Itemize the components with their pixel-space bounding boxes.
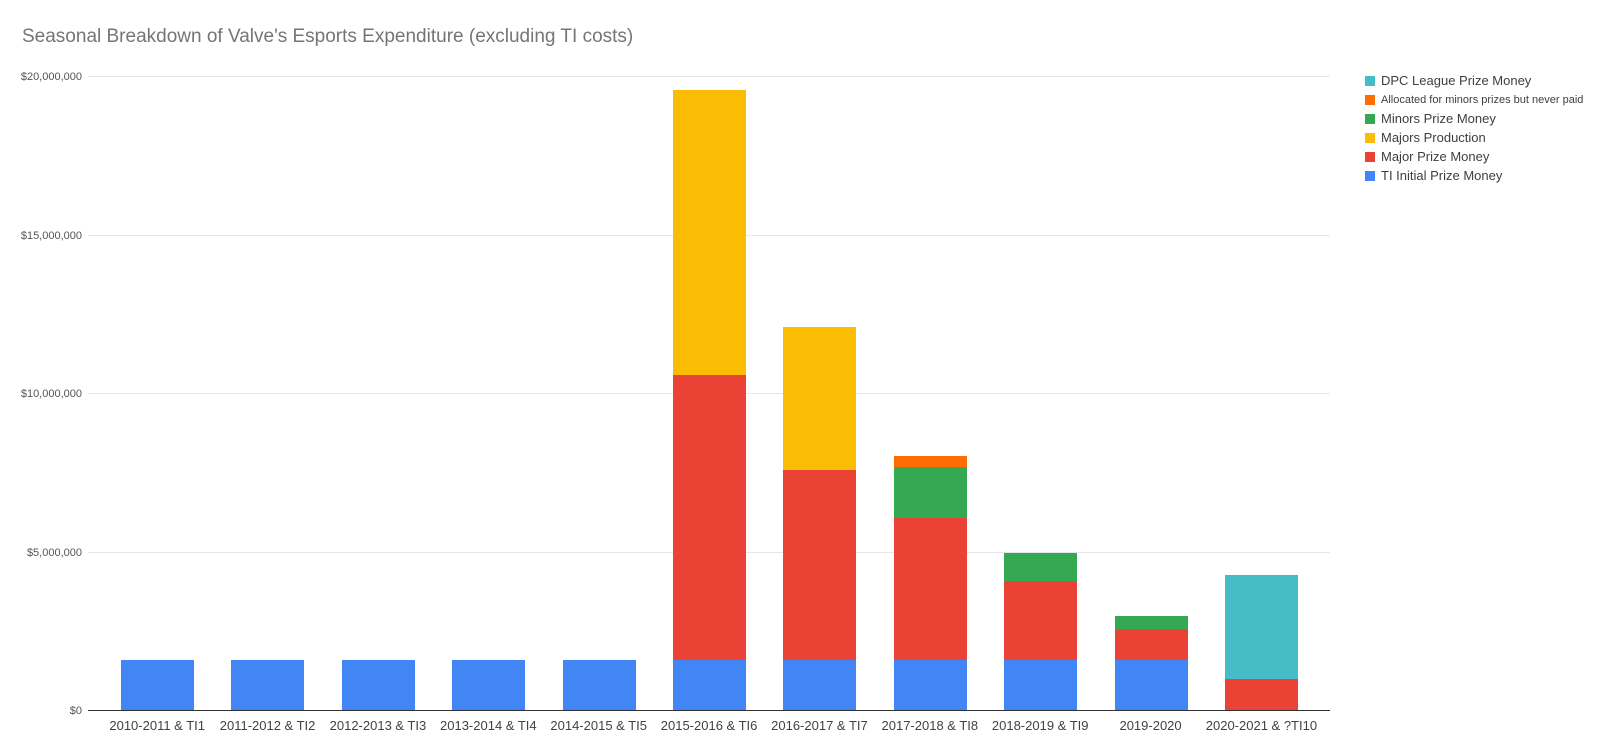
bar-slot: [986, 77, 1096, 711]
x-tick-label: 2010-2011 & TI1: [109, 718, 206, 733]
bar-segment[interactable]: [231, 660, 305, 711]
x-tick-label: 2018-2019 & TI9: [991, 718, 1089, 733]
legend: DPC League Prize Money Allocated for mino…: [1365, 71, 1583, 185]
bar-slot: [102, 77, 212, 711]
bar-slot: [323, 77, 433, 711]
x-axis: 2010-2011 & TI1 2011-2012 & TI2 2012-2013 …: [102, 718, 1317, 733]
x-tick-label: 2011-2012 & TI2: [219, 718, 316, 733]
bar-segment[interactable]: [1225, 679, 1299, 711]
x-tick-label: 2013-2014 & TI4: [440, 718, 537, 733]
bar-segment[interactable]: [672, 660, 746, 711]
bar-segment[interactable]: [893, 466, 967, 518]
bar-slot: [654, 77, 764, 711]
y-tick-label: $5,000,000: [26, 546, 82, 559]
bar-slot: [1096, 77, 1206, 711]
legend-swatch-icon: [1365, 151, 1375, 162]
bar-segment[interactable]: [783, 470, 857, 661]
x-tick-label: 2014-2015 & TI5: [550, 718, 647, 733]
bar-segment[interactable]: [672, 374, 746, 661]
legend-item[interactable]: Allocated for minors prizes but never pa…: [1365, 90, 1583, 109]
bar-segment[interactable]: [893, 517, 967, 661]
bar-slot: [212, 77, 322, 711]
legend-swatch-icon: [1365, 113, 1375, 124]
plot-area: [88, 76, 1330, 711]
bar-segment[interactable]: [893, 660, 967, 711]
bar-segment[interactable]: [562, 660, 636, 711]
x-tick-label: 2020-2021 & ?TI10: [1205, 718, 1318, 733]
bar-segment[interactable]: [1004, 660, 1078, 711]
bar-segment[interactable]: [341, 660, 415, 711]
legend-label: Majors Production: [1381, 130, 1486, 145]
bar-segment[interactable]: [452, 660, 526, 711]
legend-label: Minors Prize Money: [1381, 111, 1496, 126]
y-tick-label: $10,000,000: [20, 388, 82, 400]
bar-slot: [1207, 77, 1317, 711]
bar-slot: [875, 77, 985, 711]
x-tick-label: 2015-2016 & TI6: [660, 718, 758, 733]
bar-segment[interactable]: [1004, 581, 1078, 661]
bars-container: [102, 77, 1317, 711]
legend-label: Major Prize Money: [1381, 149, 1490, 164]
x-tick-label: 2017-2018 & TI8: [881, 718, 979, 733]
bar-segment[interactable]: [1225, 574, 1299, 680]
y-axis: $0 $5,000,000 $10,000,000 $15,000,000 $20,00…: [0, 71, 82, 717]
legend-swatch-icon: [1365, 170, 1375, 181]
legend-swatch-icon: [1365, 94, 1375, 105]
bar-segment[interactable]: [783, 660, 857, 711]
legend-item[interactable]: Major Prize Money: [1365, 147, 1583, 166]
legend-label: DPC League Prize Money: [1381, 73, 1532, 88]
y-tick-label: $0: [69, 705, 82, 717]
x-tick-label: 2012-2013 & TI3: [329, 718, 427, 733]
legend-label: TI Initial Prize Money: [1381, 168, 1503, 183]
bar-segment[interactable]: [783, 327, 857, 471]
legend-item[interactable]: DPC League Prize Money: [1365, 71, 1583, 90]
bar-slot: [544, 77, 654, 711]
chart-title: Seasonal Breakdown of Valve's Esports Ex…: [22, 26, 634, 47]
y-tick-label: $15,000,000: [20, 229, 82, 242]
x-axis-baseline: [88, 710, 1330, 711]
y-tick-label: $20,000,000: [20, 71, 82, 83]
bar-segment[interactable]: [1004, 552, 1078, 582]
bar-segment[interactable]: [1114, 660, 1188, 711]
legend-swatch-icon: [1365, 132, 1375, 143]
legend-item[interactable]: Majors Production: [1365, 128, 1583, 147]
bar-segment[interactable]: [893, 455, 967, 467]
gridline: [88, 76, 1330, 77]
legend-swatch-icon: [1365, 75, 1375, 86]
bar-segment[interactable]: [1114, 628, 1188, 661]
bar-segment[interactable]: [672, 89, 746, 375]
legend-label: Allocated for minors prizes but never pa…: [1381, 93, 1584, 106]
x-tick-label: 2019-2020: [1119, 718, 1182, 733]
legend-item[interactable]: Minors Prize Money: [1365, 109, 1583, 128]
legend-item[interactable]: TI Initial Prize Money: [1365, 166, 1583, 185]
bar-slot: [433, 77, 543, 711]
x-tick-label: 2016-2017 & TI7: [771, 718, 868, 733]
bar-segment[interactable]: [120, 660, 194, 711]
bar-segment[interactable]: [1114, 615, 1188, 629]
bar-slot: [765, 77, 875, 711]
